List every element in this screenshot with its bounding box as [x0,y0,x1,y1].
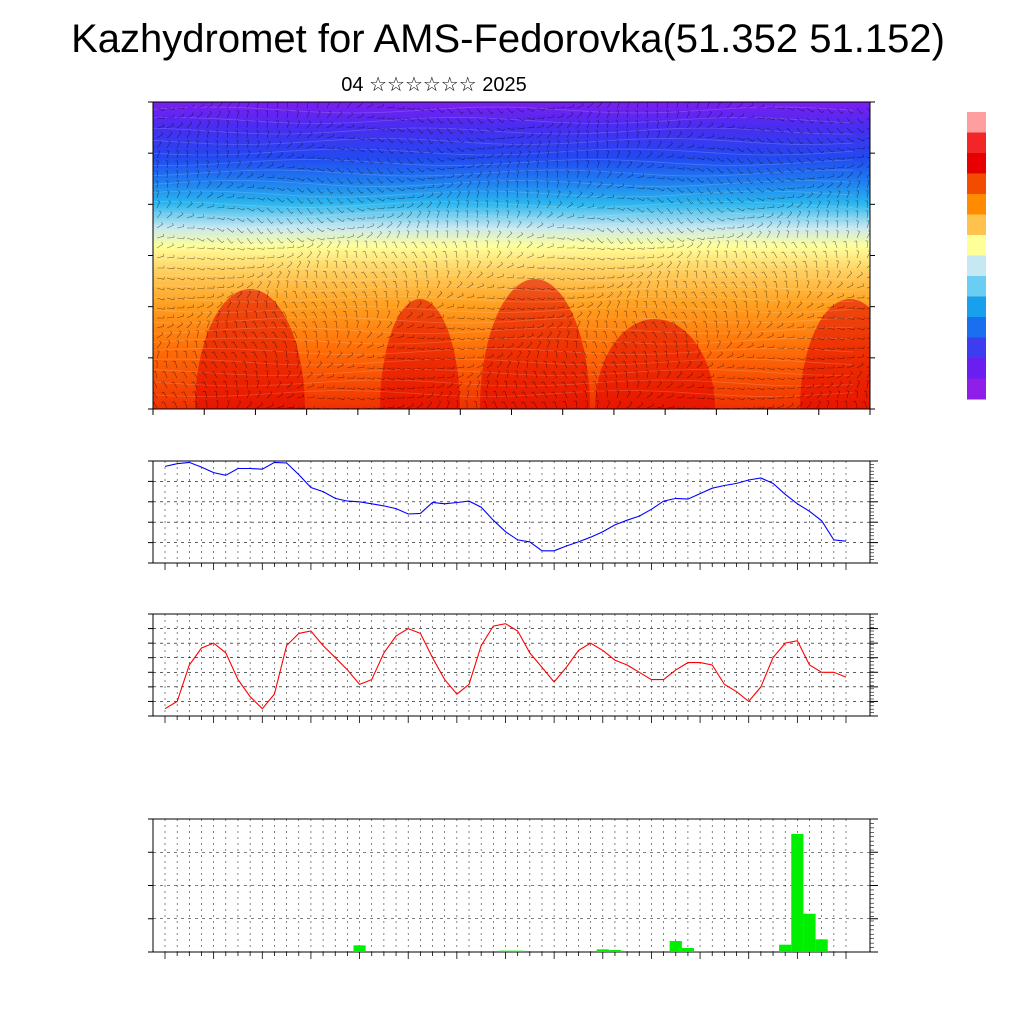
contour-line [153,232,854,240]
colorbar-swatch [967,173,986,195]
contour-line [153,348,854,355]
precip-bar [353,945,366,952]
precip-bar [681,948,694,952]
contour-line [153,222,854,229]
precip-bar [669,941,682,952]
colorbar-swatch [967,194,986,215]
contour-line [153,138,854,145]
contour-line [153,253,854,261]
colorbar-swatch [967,214,986,236]
plot-frame [152,613,871,717]
contour-line [153,169,854,177]
contour-line [153,264,854,271]
wind-barbs [153,102,870,409]
contour-line [153,358,854,366]
colorbar-swatch [967,276,986,297]
contour-line [153,295,854,303]
page-title: Kazhydromet for AMS-Fedorovka(51.352 51.… [71,17,945,61]
warm-core-3 [595,319,715,409]
contour-line [153,306,854,313]
temp-series-line [164,623,847,710]
colorbar-swatch [967,296,986,318]
precip-bar [596,949,609,952]
warm-core-4 [800,299,870,409]
colorbar-swatch [967,337,986,359]
precip-bar [608,950,622,952]
colorbar-swatch [967,378,986,400]
colorbar-swatch [967,358,986,379]
precip-panel [148,818,878,959]
colorbar-swatch [967,255,986,277]
precip-bar [499,950,512,952]
colorbar-swatch [967,317,986,338]
contour-line [153,285,854,292]
precip-bar [815,939,828,952]
contour-line [153,117,854,124]
contour-line [153,379,854,387]
precip-bar [791,833,804,952]
contour-line [153,274,854,282]
colorbar-legend [967,112,986,400]
cross-section-panel [148,101,875,415]
colorbar-swatch [967,235,986,256]
contour-line [153,316,854,324]
contour-line [153,243,854,250]
pmsl-panel [148,460,878,570]
contour-line [153,180,854,187]
colorbar-swatch [967,132,986,154]
shading-details [153,102,870,409]
contour-line [153,106,854,114]
warm-core-0 [195,289,305,409]
temp-panel [148,613,878,723]
warm-core-1 [380,299,460,409]
contour-line [153,190,854,198]
colorbar-swatch [967,153,986,174]
pmsl-series-line [164,461,847,552]
precip-bar [511,950,524,952]
precip-bar [803,913,816,952]
contour-line [153,369,853,376]
contour-line [153,327,854,334]
contour-line [153,148,854,156]
contour-line [153,201,854,208]
contour-line [153,159,854,166]
contour-line [153,127,854,135]
precip-bar [693,951,707,952]
precip-bar [779,944,792,952]
plot-frame [152,460,871,564]
contour-line [153,390,854,397]
colorbar-swatch [967,112,986,133]
contour-line [153,211,854,219]
page-subtitle: 04 ☆☆☆☆☆☆ 2025 [341,74,527,96]
